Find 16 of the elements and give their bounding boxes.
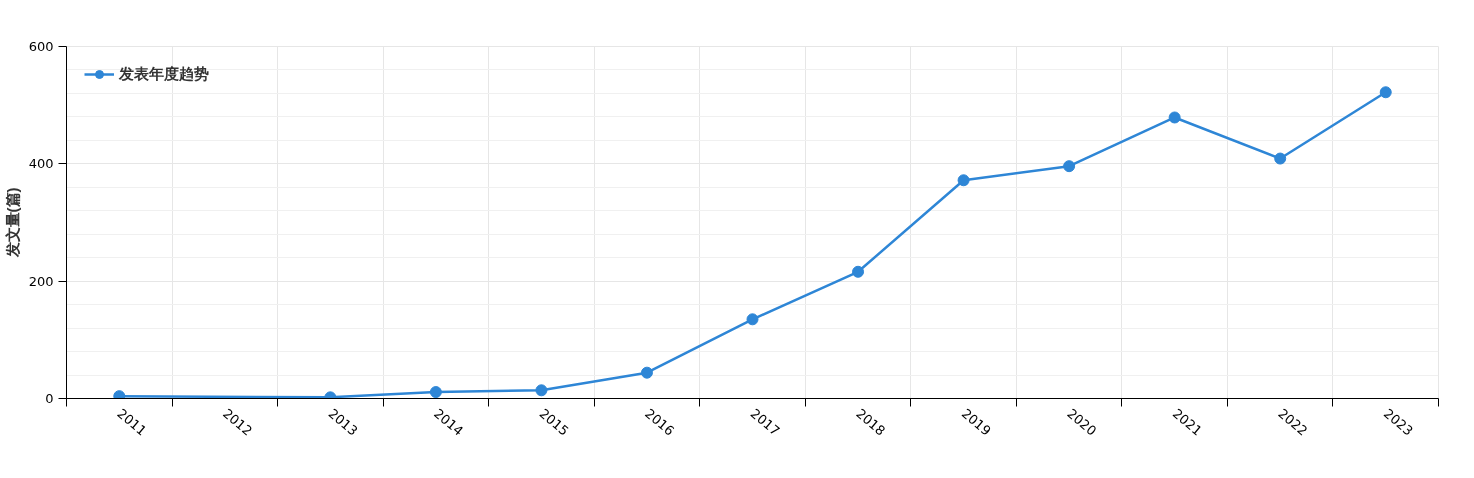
point <box>1379 86 1392 99</box>
y-tick-label: 0 <box>45 391 54 406</box>
point <box>957 174 970 187</box>
legend-label: 发表年度趋势 <box>119 64 209 84</box>
point <box>1063 160 1076 173</box>
y-tick-label: 400 <box>28 156 54 172</box>
point <box>852 265 865 278</box>
y-tick-label: 200 <box>28 273 54 289</box>
point <box>1274 152 1287 165</box>
y-tick-label: 600 <box>28 39 54 54</box>
point <box>1168 111 1181 124</box>
point <box>746 313 759 326</box>
point <box>535 384 548 397</box>
point <box>429 386 442 399</box>
point <box>640 366 653 379</box>
y-axis-title: 发文量(篇) <box>3 187 21 259</box>
